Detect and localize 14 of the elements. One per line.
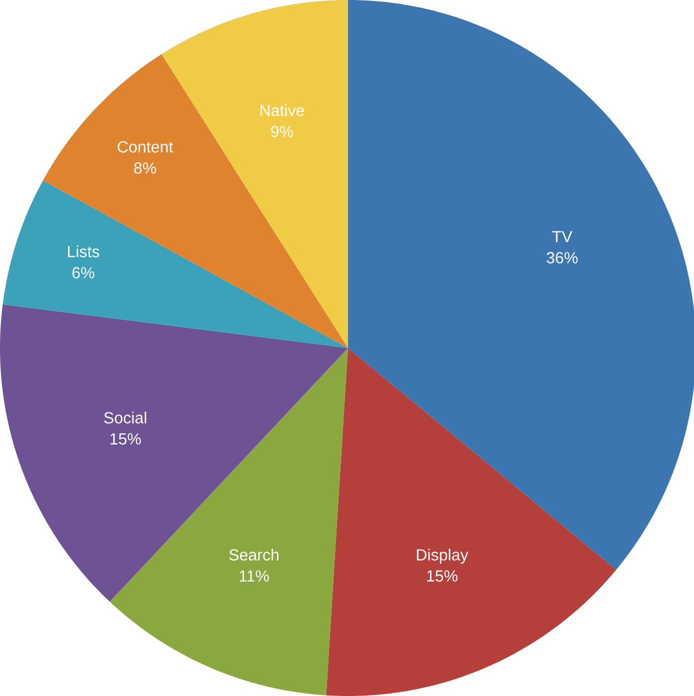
slice-label: Content bbox=[118, 141, 174, 153]
data-label: 6% bbox=[72, 267, 94, 278]
slice-label: TV bbox=[552, 231, 572, 242]
data-label: 15% bbox=[427, 570, 458, 582]
slice-label: Native bbox=[260, 104, 304, 116]
slice-label: Search bbox=[229, 548, 278, 561]
slice-label: Display bbox=[416, 548, 468, 564]
data-label: 36% bbox=[546, 252, 578, 264]
data-label: 8% bbox=[134, 162, 156, 174]
data-label: 11% bbox=[240, 570, 269, 582]
slice-label: Social bbox=[104, 412, 146, 424]
slice-label: Lists bbox=[68, 246, 100, 258]
data-label: 15% bbox=[110, 433, 141, 445]
data-label: 9% bbox=[271, 126, 294, 138]
